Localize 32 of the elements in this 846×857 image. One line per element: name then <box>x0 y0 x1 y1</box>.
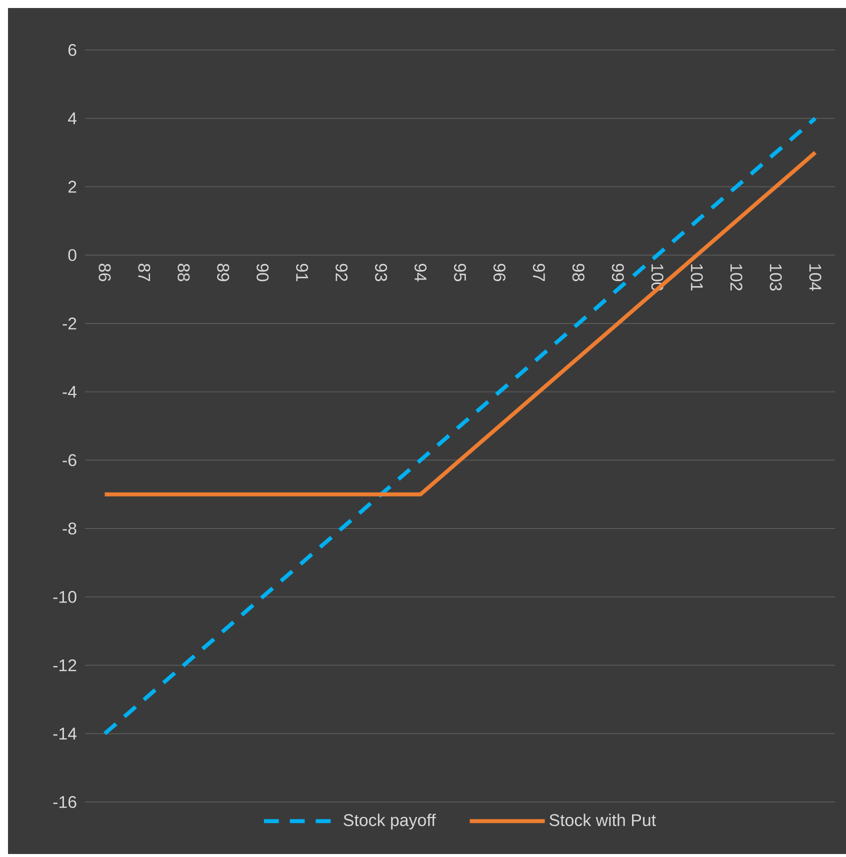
y-tick-label: -10 <box>53 590 76 603</box>
x-tick-label: 94 <box>414 264 427 282</box>
x-tick-label: 104 <box>809 264 822 291</box>
y-tick-label: 4 <box>68 112 77 124</box>
x-tick-label: 102 <box>730 264 742 290</box>
x-tick-label: 91 <box>296 264 308 282</box>
y-tick-label: 2 <box>68 180 76 193</box>
x-tick-label: 87 <box>138 264 150 282</box>
y-tick-label: -4 <box>62 386 77 398</box>
y-tick-label: -6 <box>62 454 76 466</box>
y-tick-label: -8 <box>62 522 76 535</box>
x-tick-label: 98 <box>572 264 584 282</box>
x-tick-label: 97 <box>532 264 545 282</box>
y-tick-label: -2 <box>62 318 76 330</box>
x-tick-label: 86 <box>98 264 111 282</box>
legend-label: Stock with Put <box>550 814 656 826</box>
y-tick-label: 0 <box>68 249 76 262</box>
y-tick-label: -16 <box>53 796 76 808</box>
x-tick-label: 96 <box>493 264 506 282</box>
x-tick-label: 99 <box>612 264 624 282</box>
y-tick-label: -14 <box>53 728 77 740</box>
x-tick-label: 88 <box>178 264 190 282</box>
x-tick-label: 103 <box>770 264 782 291</box>
x-tick-label: 89 <box>217 264 230 282</box>
y-tick-label: -12 <box>53 659 76 672</box>
x-tick-label: 101 <box>690 264 703 290</box>
x-tick-label: 95 <box>454 264 466 282</box>
x-tick-label: 90 <box>256 264 269 282</box>
x-tick-label: 92 <box>336 264 348 282</box>
x-tick-label: 93 <box>375 264 388 282</box>
y-tick-label: 6 <box>68 44 76 56</box>
legend-label: Stock payoff <box>344 814 436 830</box>
